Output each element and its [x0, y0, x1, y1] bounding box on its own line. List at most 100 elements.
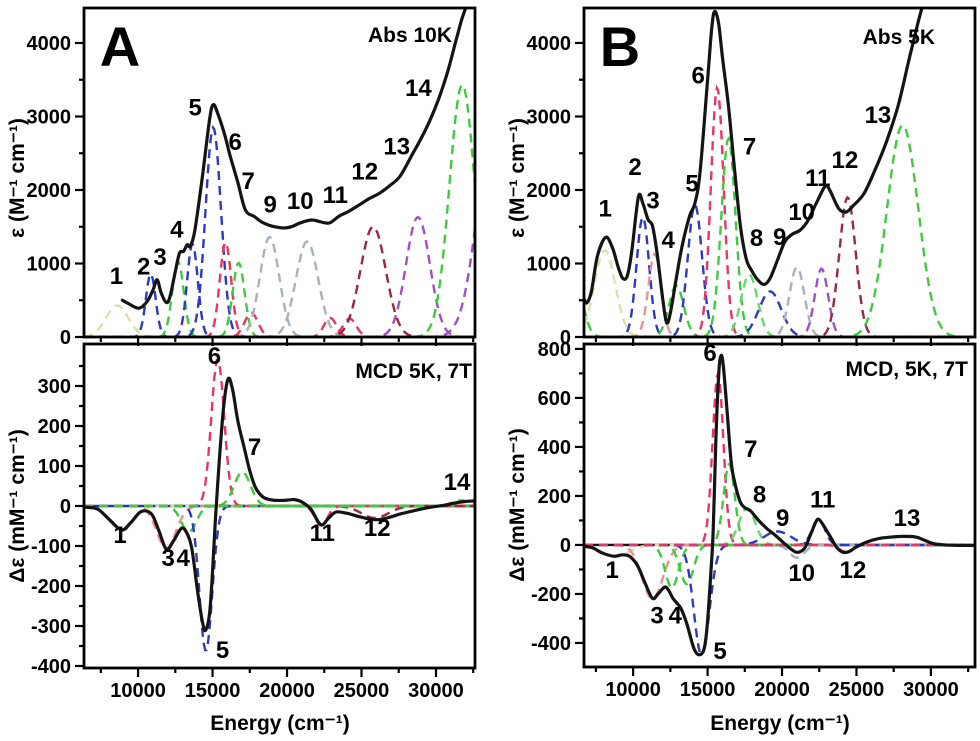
y-tick-label: 4000 — [27, 33, 72, 55]
panel-condition-label: MCD 5K, 7T — [355, 360, 472, 383]
band-number-label: 13 — [383, 134, 410, 161]
x-tick-label: 20000 — [259, 680, 315, 702]
y-tick-label: 400 — [538, 437, 571, 459]
y-tick-label: 800 — [538, 339, 571, 361]
fit-component-curve — [84, 235, 475, 337]
fit-component-curve — [584, 290, 975, 337]
fit-component-curve — [584, 84, 975, 337]
band-number-label: 6 — [208, 343, 221, 370]
x-tick-label: 25000 — [829, 679, 885, 701]
band-number-label: 9 — [773, 224, 786, 251]
fit-component-curve — [84, 499, 475, 508]
y-tick-label: -300 — [31, 616, 71, 638]
band-number-label: 7 — [241, 168, 254, 195]
y-tick-label: 0 — [60, 496, 71, 518]
band-number-label: 12 — [364, 515, 391, 542]
band-number-label: 14 — [405, 75, 432, 102]
y-tick-label: 3000 — [27, 106, 72, 128]
axes-frame — [582, 342, 977, 669]
fit-component-curve — [84, 215, 475, 337]
band-number-label: 12 — [351, 159, 378, 186]
x-tick-label: 15000 — [185, 680, 241, 702]
y-tick-label: -400 — [31, 656, 71, 678]
y-tick-label: 4000 — [527, 33, 572, 55]
band-number-label: 12 — [832, 147, 859, 174]
fit-component-curve — [584, 252, 975, 337]
y-tick-label: -400 — [531, 633, 571, 655]
axes-frame — [582, 6, 977, 339]
band-number-label: 3 — [650, 603, 663, 630]
y-tick-label: 2000 — [527, 180, 572, 202]
band-number-label: 11 — [323, 182, 348, 209]
band-number-label: 8 — [750, 225, 763, 252]
band-number-label: 14 — [444, 469, 471, 496]
x-tick-label: 25000 — [334, 680, 390, 702]
panel-letter: B — [600, 15, 640, 78]
y-axis-title: Δε (mM⁻¹ cm⁻¹) — [506, 428, 529, 581]
fit-component-curve — [584, 124, 975, 337]
band-number-label: 6 — [692, 62, 705, 89]
band-number-label: 13 — [894, 505, 921, 532]
fit-component-curve — [584, 543, 975, 657]
band-number-label: 5 — [713, 638, 726, 665]
x-tick-label: 10000 — [110, 680, 166, 702]
band-number-label: 1 — [598, 195, 611, 222]
band-number-label: 5 — [188, 95, 201, 122]
x-axis-title: Energy (cm⁻¹) — [210, 712, 349, 735]
band-number-label: 3 — [161, 545, 174, 572]
x-tick-label: 20000 — [754, 679, 810, 701]
fit-component-curve — [84, 225, 475, 337]
band-number-label: 8 — [753, 481, 766, 508]
y-tick-label: 0 — [560, 535, 571, 557]
band-number-label: 3 — [646, 187, 659, 214]
x-tick-label: 30000 — [903, 679, 959, 701]
band-number-label: 1 — [110, 263, 123, 290]
fit-component-curve — [584, 195, 975, 337]
band-number-label: 4 — [668, 603, 682, 630]
panel-mcd-a: 300 200 100 0 -100 -200 -300 -400 10000 15000 2000… — [31, 342, 477, 702]
band-number-label: 9 — [264, 192, 277, 219]
axes-frame — [82, 6, 477, 339]
x-axis-title: Energy (cm⁻¹) — [710, 712, 849, 735]
panel-condition-label: Abs 5K — [863, 26, 935, 49]
y-axis-title: Δε (mM⁻¹ cm⁻¹) — [6, 429, 29, 582]
experimental-curve — [584, 353, 975, 657]
fit-component-curve — [84, 271, 475, 337]
y-tick-label: -200 — [531, 584, 571, 606]
fit-component-curve — [84, 504, 475, 652]
y-tick-label: 1000 — [27, 253, 72, 275]
y-tick-label: 0 — [560, 327, 571, 349]
y-tick-label: 2000 — [27, 180, 72, 202]
band-number-label: 7 — [248, 434, 261, 461]
band-number-label: 6 — [229, 129, 242, 156]
band-number-label: 3 — [153, 244, 166, 271]
band-number-label: 12 — [840, 557, 867, 584]
fit-component-curve — [584, 284, 975, 337]
fit-component-curve — [584, 265, 975, 337]
fit-component-curve — [584, 543, 975, 601]
band-number-label: 4 — [661, 227, 675, 254]
fit-component-curve — [584, 214, 975, 337]
band-number-label: 13 — [865, 102, 892, 129]
fit-component-curve — [84, 83, 475, 337]
experimental-curve — [584, 8, 924, 325]
fit-component-curve — [84, 228, 475, 337]
y-tick-label: 200 — [538, 486, 571, 508]
experimental-curve — [120, 8, 468, 310]
band-number-label: 10 — [788, 560, 815, 587]
fit-component-curve — [84, 240, 475, 337]
band-number-label: 4 — [170, 217, 184, 244]
panel-condition-label: Abs 10K — [368, 24, 452, 47]
band-number-label: 2 — [137, 253, 150, 280]
band-number-label: 7 — [744, 436, 757, 463]
experimental-curve — [84, 376, 475, 633]
y-axis-title: ε (M⁻¹ cm⁻¹) — [6, 118, 29, 238]
band-number-label: 9 — [776, 505, 789, 532]
band-number-label: 2 — [628, 154, 641, 181]
band-number-label: 5 — [216, 637, 229, 664]
band-number-label: 11 — [805, 165, 830, 192]
band-number-label: 10 — [788, 199, 815, 226]
